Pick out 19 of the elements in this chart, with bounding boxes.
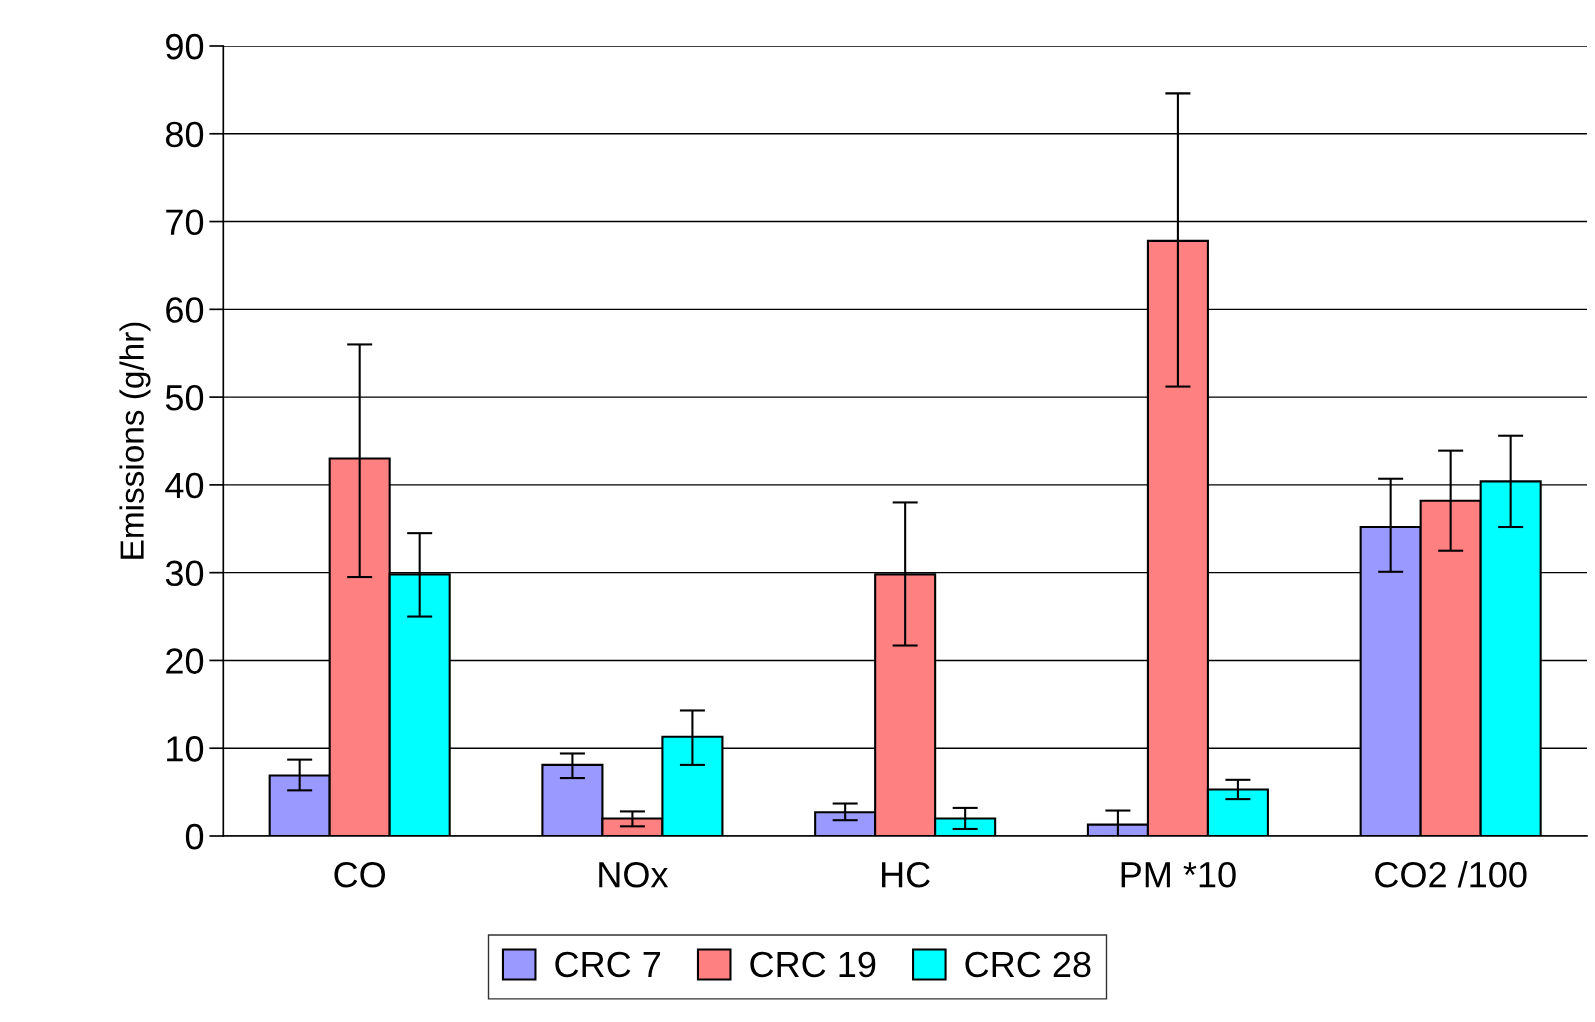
y-tick-label: 90: [166, 33, 204, 60]
y-tick-label: 0: [185, 823, 204, 850]
legend-label: CRC 28: [965, 951, 1091, 978]
x-tick-label: CO2 /100: [1375, 861, 1527, 888]
y-axis-title: Emissions (g/hr): [119, 322, 151, 559]
y-tick-label: 30: [165, 560, 204, 587]
y-tick-label: 70: [166, 209, 204, 235]
y-tick-label: 60: [166, 297, 204, 323]
x-tick-label: HC: [882, 861, 930, 888]
y-tick-label: 80: [165, 121, 204, 148]
y-tick-label: 50: [165, 384, 204, 411]
y-tick-label: 20: [166, 648, 204, 674]
x-tick-label: PM *10: [1121, 861, 1236, 888]
x-tick-label: CO: [334, 861, 386, 888]
x-tick-label: NOx: [599, 861, 669, 888]
legend-label: CRC 19: [750, 951, 876, 978]
y-tick-label: 40: [165, 472, 204, 499]
y-tick-label: 10: [167, 736, 204, 762]
legend-label: CRC 7: [555, 951, 661, 978]
